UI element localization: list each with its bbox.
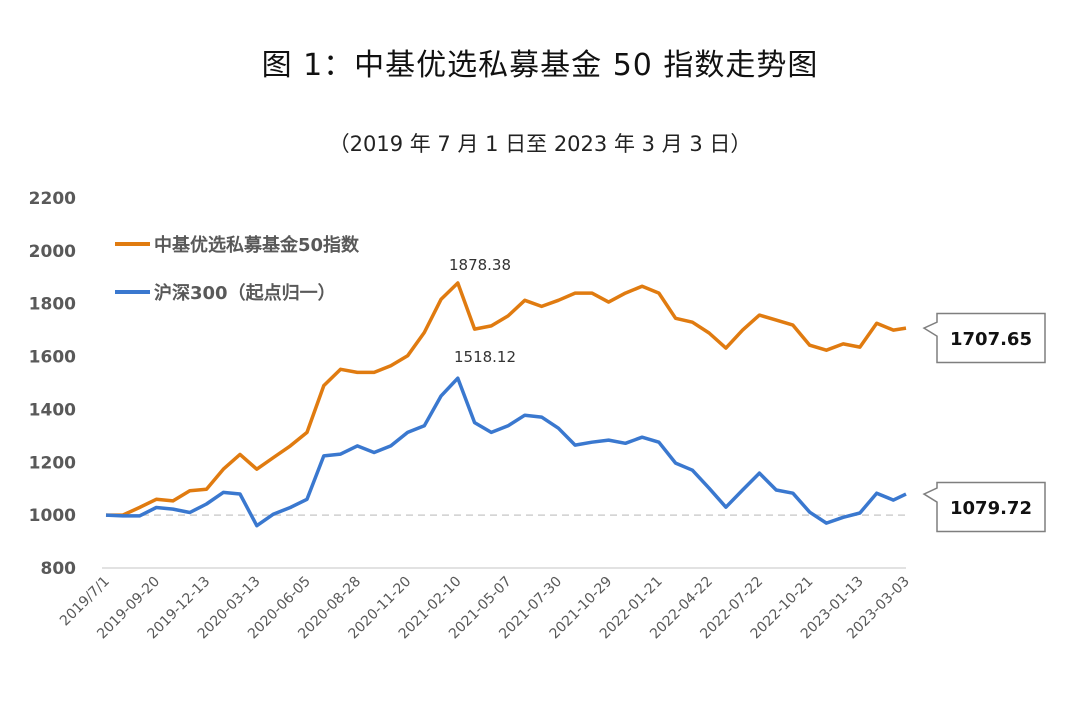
chart-title: 图 1：中基优选私募基金 50 指数走势图 [261,48,819,83]
y-tick-label: 1600 [29,348,76,368]
end-value-fund-index-box [922,312,1046,364]
end-value-csi300: 1079.72 [950,498,1032,519]
peak-label-fund-index: 1878.38 [449,256,511,274]
end-value-fund-index: 1707.65 [950,329,1032,350]
y-tick-label: 800 [41,559,77,579]
y-tick-label: 2000 [29,242,76,262]
series-line-csi300 [105,376,907,528]
y-tick-label: 1000 [29,506,76,526]
y-tick-label: 1200 [29,453,76,473]
chart-subtitle: （2019 年 7 月 1 日至 2023 年 3 月 3 日） [328,132,752,156]
y-tick-label: 2200 [29,189,76,209]
series-line-fund-index [106,281,907,517]
y-tick-label: 1800 [29,295,76,315]
y-tick-label: 1400 [29,400,76,420]
end-value-csi300-box [922,481,1046,533]
legend-label: 沪深300（起点归一） [154,282,336,304]
peak-label-csi300: 1518.12 [454,348,516,366]
legend-label: 中基优选私募基金50指数 [154,234,360,256]
